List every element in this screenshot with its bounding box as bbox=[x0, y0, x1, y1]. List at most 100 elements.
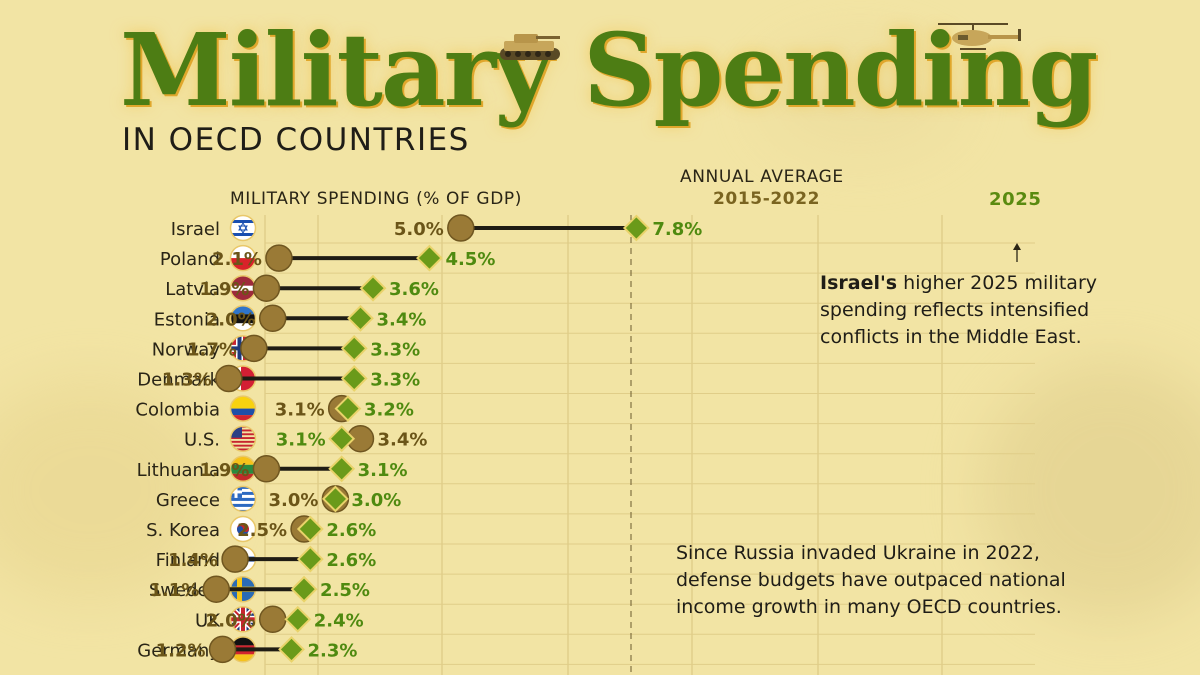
value-2025-label: 3.1% bbox=[358, 460, 408, 481]
series-label-2015-2022: 2015-2022 bbox=[713, 189, 821, 209]
avg-value-label: 2.1% bbox=[212, 249, 262, 270]
flag-israel-icon bbox=[229, 214, 257, 242]
country-label: Germany bbox=[137, 640, 220, 661]
axis-label: MILITARY SPENDING (% OF GDP) bbox=[230, 189, 522, 209]
country-label: Lithuania bbox=[137, 460, 220, 481]
avg-value-label: 2.5% bbox=[237, 520, 287, 541]
value-2025-label: 3.1% bbox=[276, 430, 326, 451]
background-stain bbox=[980, 360, 1200, 620]
avg-value-label: 1.9% bbox=[200, 460, 250, 481]
avg-value-label: 1.9% bbox=[200, 279, 250, 300]
tank-illustration bbox=[500, 34, 560, 60]
country-label: U.S. bbox=[184, 430, 220, 451]
marker-2025 bbox=[284, 605, 312, 633]
country-label: S. Korea bbox=[146, 520, 220, 541]
avg-value-label: 3.0% bbox=[268, 490, 318, 511]
marker-2025 bbox=[290, 575, 318, 603]
avg-value-label: 2.0% bbox=[206, 309, 256, 330]
marker-2025 bbox=[359, 274, 387, 302]
value-2025-label: 2.3% bbox=[308, 640, 358, 661]
value-2025-label: 2.6% bbox=[326, 550, 376, 571]
russia-annotation-line3: income growth in many OECD countries. bbox=[676, 596, 1062, 618]
country-label: Poland bbox=[160, 249, 220, 270]
avg-value-label: 3.4% bbox=[377, 430, 427, 451]
country-label: Greece bbox=[156, 490, 220, 511]
marker-2025 bbox=[296, 545, 324, 573]
avg-value-label: 1.4% bbox=[168, 550, 218, 571]
chart-subtitle: IN OECD COUNTRIES bbox=[122, 122, 470, 158]
value-2025-label: 7.8% bbox=[652, 219, 702, 240]
avg-marker bbox=[221, 545, 249, 573]
israel-annotation-line2: spending reflects intensified bbox=[820, 299, 1090, 321]
avg-value-label: 3.1% bbox=[275, 400, 325, 421]
avg-marker bbox=[202, 575, 231, 603]
marker-2025 bbox=[296, 515, 324, 543]
russia-annotation-line1: Since Russia invaded Ukraine in 2022, bbox=[676, 542, 1040, 564]
avg-marker bbox=[252, 455, 281, 483]
avg-marker bbox=[258, 605, 287, 634]
country-label: Israel bbox=[171, 219, 220, 240]
avg-marker bbox=[252, 274, 281, 302]
marker-2025 bbox=[340, 365, 368, 392]
value-2025-label: 3.6% bbox=[389, 279, 439, 300]
chart-title: Military Spending bbox=[120, 11, 1098, 129]
avg-value-label: 1.2% bbox=[156, 640, 206, 661]
series-label-2025: 2025 bbox=[989, 189, 1042, 210]
marker-2025 bbox=[328, 455, 356, 483]
marker-2025 bbox=[334, 395, 362, 423]
avg-marker bbox=[258, 304, 287, 333]
value-2025-label: 2.5% bbox=[320, 580, 370, 601]
flag-uk-icon bbox=[229, 606, 257, 633]
russia-annotation-line2: defense budgets have outpaced national bbox=[676, 569, 1066, 591]
background-stain bbox=[0, 380, 220, 600]
helicopter-illustration bbox=[938, 23, 1021, 50]
country-label: Norway bbox=[152, 339, 221, 360]
value-2025-label: 3.0% bbox=[351, 490, 401, 511]
israel-annotation-line1: higher 2025 military bbox=[897, 272, 1097, 294]
israel-annotation-bold: Israel's bbox=[820, 272, 898, 294]
avg-marker bbox=[447, 214, 475, 242]
callout-arrowhead bbox=[1013, 243, 1021, 250]
flag-latvia-icon bbox=[229, 274, 257, 302]
country-label: UK bbox=[195, 610, 221, 631]
flag-us-icon bbox=[229, 425, 257, 452]
annual-average-label: ANNUAL AVERAGE bbox=[680, 167, 844, 187]
flag-estonia-icon bbox=[229, 305, 257, 332]
marker-2025 bbox=[347, 304, 374, 332]
avg-marker bbox=[265, 244, 293, 272]
marker-2025 bbox=[328, 425, 356, 453]
marker-2025 bbox=[340, 334, 368, 362]
country-label: Finland bbox=[156, 550, 220, 571]
avg-marker bbox=[215, 364, 243, 393]
background-stain bbox=[760, 40, 960, 160]
avg-value-label: 1.7% bbox=[187, 339, 237, 360]
israel-annotation: Israel's higher 2025 military spending r… bbox=[820, 270, 1097, 351]
flag-poland-icon bbox=[229, 244, 257, 272]
russia-annotation: Since Russia invaded Ukraine in 2022, de… bbox=[676, 540, 1066, 621]
value-2025-label: 2.6% bbox=[326, 520, 376, 541]
avg-value-label: 5.0% bbox=[394, 219, 444, 240]
avg-value-label: 2.0% bbox=[206, 610, 256, 631]
flag-colombia-icon bbox=[229, 395, 257, 422]
value-2025-label: 3.2% bbox=[364, 400, 414, 421]
value-2025-label: 3.3% bbox=[370, 339, 420, 360]
marker-2025 bbox=[278, 635, 305, 663]
marker-2025 bbox=[416, 244, 443, 272]
marker-2025 bbox=[321, 485, 349, 513]
marker-2025 bbox=[622, 214, 650, 242]
value-2025-label: 3.4% bbox=[376, 309, 426, 330]
country-label: Denmark bbox=[137, 370, 220, 391]
value-2025-label: 3.3% bbox=[370, 370, 420, 391]
country-label: Sweden bbox=[149, 580, 220, 601]
avg-marker bbox=[240, 334, 268, 363]
avg-marker bbox=[208, 635, 237, 664]
value-2025-label: 2.4% bbox=[314, 610, 364, 631]
avg-value-label: 1.3% bbox=[162, 370, 212, 391]
value-2025-label: 4.5% bbox=[445, 249, 495, 270]
flag-south-korea-icon bbox=[229, 515, 257, 543]
country-label: Estonia bbox=[154, 309, 220, 330]
avg-value-label: 1.1% bbox=[149, 580, 199, 601]
country-label: Latvia bbox=[165, 279, 220, 300]
flag-greece-icon bbox=[229, 485, 257, 513]
